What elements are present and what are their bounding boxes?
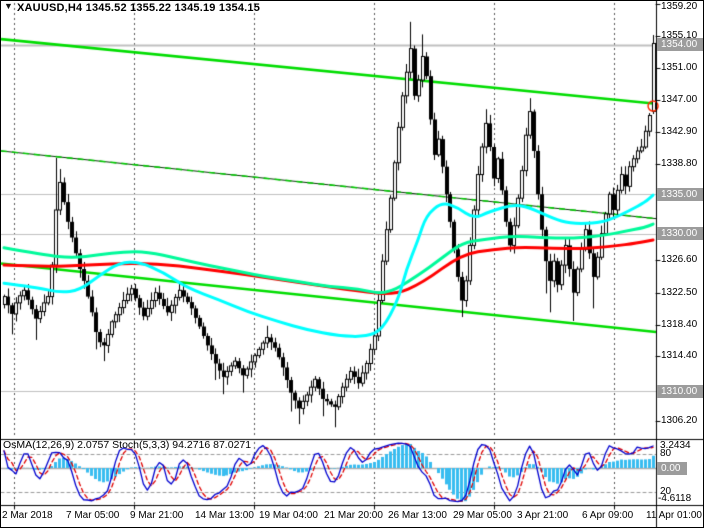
price-tick-label: 1326.60 bbox=[661, 254, 698, 266]
price-tick-label: 1322.50 bbox=[661, 286, 698, 298]
price-level-badge: 1310.00 bbox=[657, 384, 703, 398]
stoch-upper-level-label: 80 bbox=[660, 448, 672, 460]
chart-title-ohlc: XAUUSD,H4 1345.52 1355.22 1345.19 1354.1… bbox=[17, 2, 261, 14]
time-label: 3 Apr 21:00 bbox=[517, 510, 569, 521]
price-level-badge: 1335.00 bbox=[657, 187, 703, 201]
osma-zero-badge: 0.00 bbox=[657, 461, 687, 475]
price-tick-label: 1355.10 bbox=[661, 30, 698, 41]
price-tick-label: 1306.20 bbox=[661, 414, 698, 426]
time-label: 7 Mar 05:00 bbox=[66, 510, 120, 521]
time-label: 14 Mar 13:00 bbox=[195, 510, 254, 521]
time-label: 9 Mar 21:00 bbox=[130, 510, 184, 521]
price-level-badge: 1354.00 bbox=[657, 38, 703, 52]
osma-max-label: 3.2434 bbox=[660, 440, 691, 451]
price-tick-label: 1351.00 bbox=[661, 62, 698, 74]
price-tick-label: 1314.40 bbox=[661, 350, 698, 362]
time-label: 6 Apr 09:00 bbox=[582, 510, 634, 521]
time-label: 29 Mar 05:00 bbox=[453, 510, 512, 521]
time-label: 2 Mar 2018 bbox=[2, 510, 53, 521]
price-level-badge: 1330.00 bbox=[657, 227, 703, 241]
time-label: 26 Mar 13:00 bbox=[388, 510, 447, 521]
indicator-label: OsMA(12,26,9) 2.0757 Stoch(5,3,3) 94.271… bbox=[3, 439, 252, 451]
price-tick-label: 1342.90 bbox=[661, 126, 698, 138]
price-tick-label: 1347.00 bbox=[661, 93, 698, 105]
price-tick-label: 1318.40 bbox=[661, 318, 698, 330]
time-label: 19 Mar 04:00 bbox=[259, 510, 318, 521]
osma-min-label: -4.6118 bbox=[658, 493, 692, 504]
time-label: 11 Apr 01:00 bbox=[646, 510, 702, 521]
collapse-triangle-icon[interactable]: ▼ bbox=[4, 1, 13, 11]
price-tick-label: 1359.20 bbox=[661, 1, 698, 12]
time-label: 21 Mar 20:00 bbox=[324, 510, 383, 521]
price-tick-label: 1338.80 bbox=[661, 158, 698, 170]
stoch-lower-level-label: 20 bbox=[660, 485, 672, 497]
